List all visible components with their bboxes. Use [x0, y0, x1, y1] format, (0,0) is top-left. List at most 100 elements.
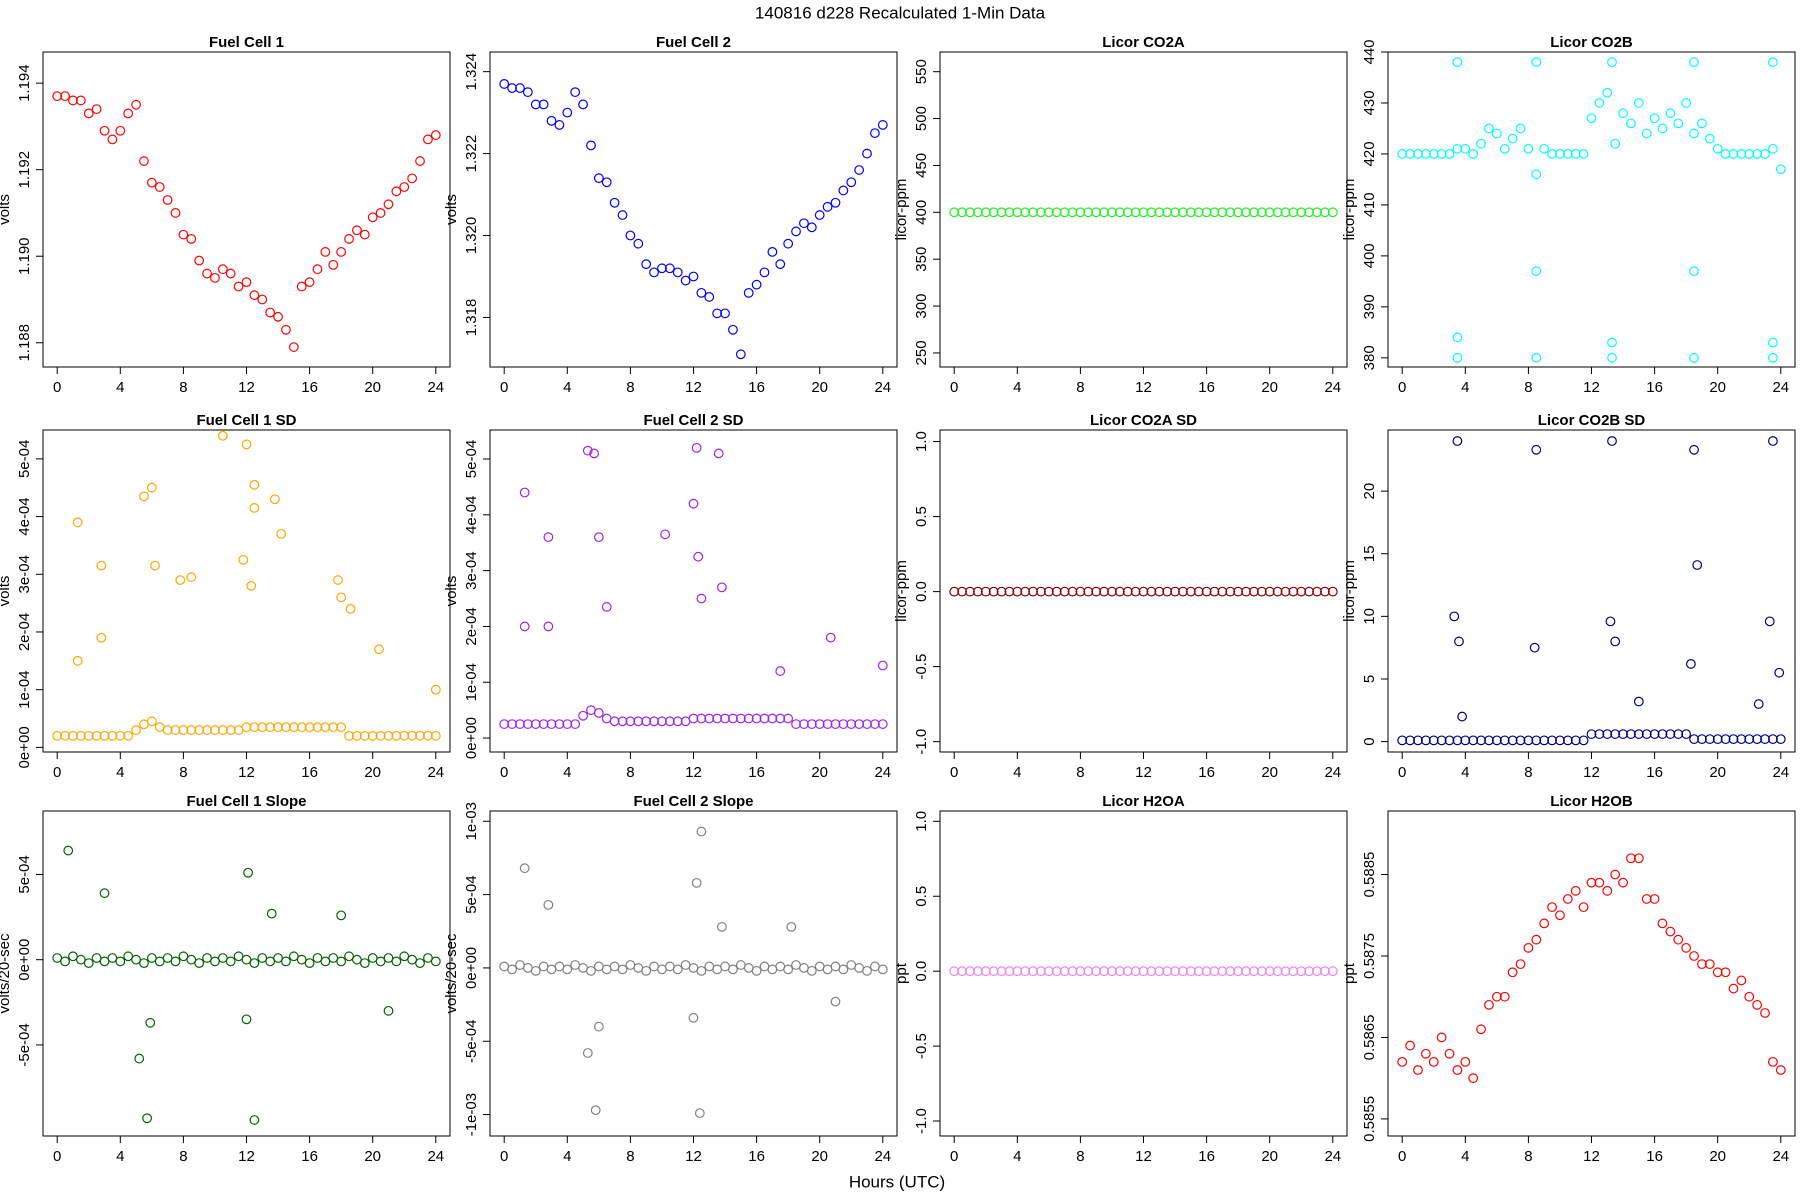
- point: [570, 719, 581, 729]
- point: [680, 275, 691, 286]
- plot-frame: [939, 429, 1348, 753]
- point: [664, 716, 675, 727]
- point: [1515, 735, 1526, 746]
- point: [202, 268, 212, 279]
- point: [1249, 966, 1259, 977]
- point: [1523, 942, 1534, 953]
- point: [423, 730, 433, 741]
- point: [107, 953, 118, 963]
- point: [617, 964, 628, 975]
- point: [375, 730, 386, 741]
- point: [996, 966, 1007, 977]
- point: [965, 586, 975, 597]
- point: [1602, 885, 1613, 896]
- point: [870, 719, 880, 729]
- y-axis-label: volts/20-sec: [0, 933, 13, 1014]
- point: [383, 730, 394, 741]
- point: [672, 964, 683, 975]
- x-tick-label: 12: [1583, 764, 1600, 781]
- point: [383, 953, 394, 963]
- point: [131, 725, 141, 735]
- point: [162, 725, 173, 735]
- point: [1051, 586, 1062, 597]
- plot-frame: [42, 51, 451, 368]
- point: [288, 722, 299, 733]
- point: [257, 722, 268, 733]
- point: [273, 311, 283, 322]
- point: [751, 713, 762, 724]
- point: [1491, 735, 1502, 746]
- point: [1499, 991, 1510, 1002]
- point: [367, 953, 378, 963]
- point: [735, 713, 746, 724]
- point: [1304, 966, 1315, 977]
- point: [586, 140, 596, 151]
- point: [822, 719, 833, 729]
- point: [625, 230, 636, 241]
- point: [391, 186, 402, 197]
- point: [601, 177, 612, 188]
- point: [1420, 149, 1431, 159]
- point: [1618, 108, 1628, 119]
- plot-area: [1397, 436, 1786, 746]
- point: [519, 487, 530, 498]
- point: [846, 719, 857, 729]
- point: [562, 107, 573, 118]
- point: [1256, 207, 1267, 218]
- panel-title: Fuel Cell 2 Slope: [633, 793, 753, 810]
- point: [688, 271, 699, 282]
- point: [507, 964, 517, 975]
- point: [1256, 966, 1267, 977]
- point: [1491, 128, 1502, 139]
- point: [1122, 586, 1133, 597]
- x-tick-label: 24: [874, 379, 891, 396]
- point: [617, 210, 628, 220]
- point: [1217, 586, 1228, 597]
- point: [515, 83, 525, 93]
- panel-title: Licor H2OA: [1102, 793, 1185, 810]
- point: [1476, 138, 1486, 149]
- point: [1020, 207, 1031, 218]
- y-tick-label: 0e+00: [463, 717, 480, 759]
- x-tick-label: 0: [1398, 1148, 1406, 1165]
- plot-frame: [939, 810, 1348, 1137]
- point: [312, 953, 323, 963]
- y-tick-label: 0.5865: [1361, 1014, 1378, 1060]
- point: [186, 954, 197, 965]
- panel-title: Fuel Cell 1: [209, 34, 284, 51]
- y-axis-label: volts: [0, 576, 13, 607]
- point: [1012, 207, 1023, 218]
- point: [359, 958, 370, 968]
- point: [146, 953, 157, 963]
- point: [649, 267, 659, 278]
- y-tick-label: -0.5: [913, 1033, 930, 1059]
- y-tick-label: 4e-04: [463, 496, 480, 534]
- point: [1444, 1048, 1455, 1059]
- point: [123, 108, 134, 119]
- point: [241, 722, 252, 733]
- point: [562, 964, 573, 975]
- point: [1775, 1065, 1786, 1075]
- point: [1633, 98, 1644, 108]
- point: [507, 83, 517, 93]
- point: [1225, 207, 1236, 218]
- point: [1704, 734, 1715, 744]
- point: [1320, 207, 1330, 218]
- point: [1499, 143, 1510, 154]
- x-tick-label: 24: [1772, 379, 1789, 396]
- x-tick-label: 0: [53, 764, 61, 781]
- point: [375, 208, 386, 218]
- point: [1607, 57, 1617, 68]
- point: [806, 719, 817, 729]
- point: [530, 719, 541, 729]
- point: [1775, 734, 1786, 744]
- point: [1107, 586, 1117, 597]
- y-tick-label: 430: [1361, 90, 1378, 115]
- point: [146, 177, 157, 188]
- point: [1154, 586, 1165, 597]
- y-tick-label: -0.5: [913, 654, 930, 680]
- point: [1476, 1024, 1486, 1035]
- point: [1484, 123, 1494, 134]
- point: [543, 621, 554, 632]
- point: [590, 1105, 601, 1116]
